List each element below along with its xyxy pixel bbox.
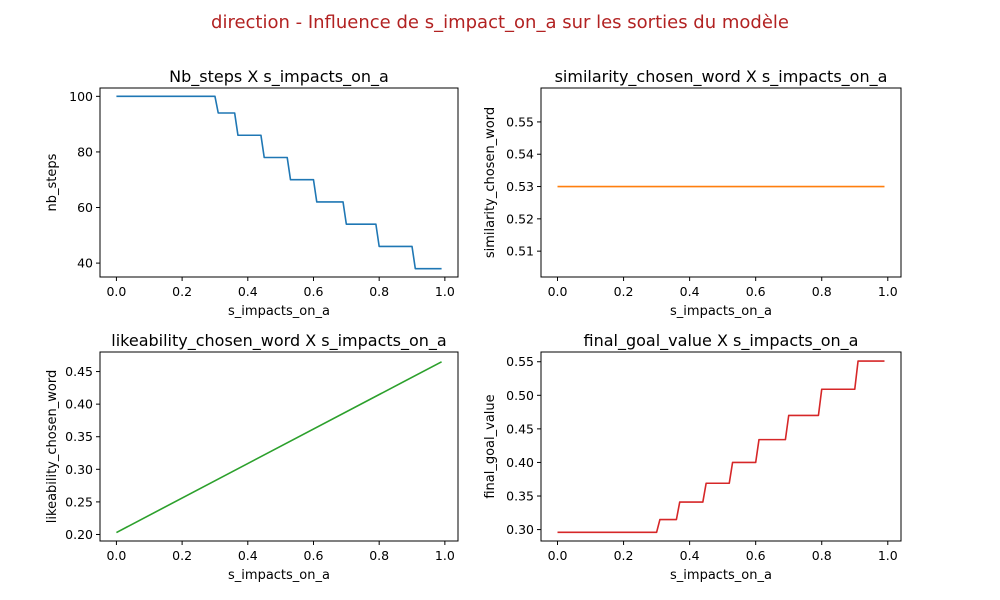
x-tick-label: 1.0 [435,284,455,299]
x-tick-label: 0.8 [369,548,389,563]
y-tick-label: 80 [77,144,93,159]
x-tick-label: 0.0 [106,548,126,563]
y-tick-label: 0.45 [506,421,534,436]
x-axis-label: s_impacts_on_a [228,568,330,583]
series-line [557,360,885,534]
subplot-2: similarity_chosen_word X s_impacts_on_a 0… [483,67,902,319]
x-tick-label: 0.6 [304,548,324,563]
y-tick-label: 0.35 [65,429,93,444]
y-axis-label: nb_steps [45,153,60,211]
axes-frame [540,87,902,278]
y-tick-label: 0.52 [506,211,534,226]
subplot-title: Nb_steps X s_impacts_on_a [169,67,389,87]
x-tick-label: 0.6 [746,548,766,563]
y-tick-label: 0.40 [65,397,93,412]
y-tick-label: 40 [77,256,93,271]
x-tick-label: 0.8 [369,284,389,299]
x-axis-label: s_impacts_on_a [670,304,772,319]
x-tick-label: 0.6 [304,284,324,299]
x-tick-label: 1.0 [878,284,898,299]
subplot-title: likeability_chosen_word X s_impacts_on_a [111,331,446,351]
y-tick-label: 60 [77,200,93,215]
y-tick-label: 0.54 [506,147,534,162]
x-tick-label: 0.4 [680,284,700,299]
y-tick-label: 0.50 [506,388,534,403]
subplot-3: likeability_chosen_word X s_impacts_on_a… [45,331,459,583]
x-tick-label: 0.0 [548,548,568,563]
x-axis-label: s_impacts_on_a [228,304,330,319]
axes-frame [99,87,459,278]
subplot-grid: Nb_steps X s_impacts_on_a 0.0 0.2 0.4 0.6 0.8… [45,67,902,583]
x-tick-label: 1.0 [878,548,898,563]
y-tick-label: 0.35 [506,489,534,504]
x-tick-label: 0.4 [238,548,258,563]
x-tick-label: 0.0 [106,284,126,299]
y-tick-label: 0.20 [65,527,93,542]
subplot-1: Nb_steps X s_impacts_on_a 0.0 0.2 0.4 0.6 0.8… [45,67,459,319]
x-tick-label: 0.4 [238,284,258,299]
x-tick-label: 0.8 [812,284,832,299]
y-axis-label: likeability_chosen_word [45,370,60,523]
x-tick-label: 0.2 [172,548,192,563]
series-line [116,95,442,270]
y-tick-label: 0.25 [65,494,93,509]
y-axis-label: final_goal_value [483,394,498,498]
y-tick-label: 0.45 [65,364,93,379]
figure-suptitle: direction - Influence de s_impact_on_a s… [211,12,789,33]
x-tick-label: 1.0 [435,548,455,563]
x-tick-label: 0.6 [746,284,766,299]
axes-frame [99,351,459,542]
y-tick-label: 0.55 [506,114,534,129]
x-tick-label: 0.2 [614,548,634,563]
x-tick-label: 0.4 [680,548,700,563]
series-line [116,361,442,534]
subplot-4: final_goal_value X s_impacts_on_a 0.0 0.2 0… [483,331,902,583]
y-tick-label: 100 [69,89,93,104]
x-tick-label: 0.2 [614,284,634,299]
y-tick-label: 0.53 [506,179,534,194]
x-tick-label: 0.2 [172,284,192,299]
axes-frame [540,351,902,542]
x-tick-label: 0.8 [812,548,832,563]
subplot-title: final_goal_value X s_impacts_on_a [584,331,859,351]
y-tick-label: 0.30 [506,522,534,537]
y-axis-label: similarity_chosen_word [483,107,498,258]
y-tick-label: 0.51 [506,244,534,259]
y-tick-label: 0.30 [65,462,93,477]
subplot-title: similarity_chosen_word X s_impacts_on_a [555,67,888,87]
y-tick-label: 0.55 [506,354,534,369]
x-axis-label: s_impacts_on_a [670,568,772,583]
y-tick-label: 0.40 [506,455,534,470]
x-tick-label: 0.0 [548,284,568,299]
